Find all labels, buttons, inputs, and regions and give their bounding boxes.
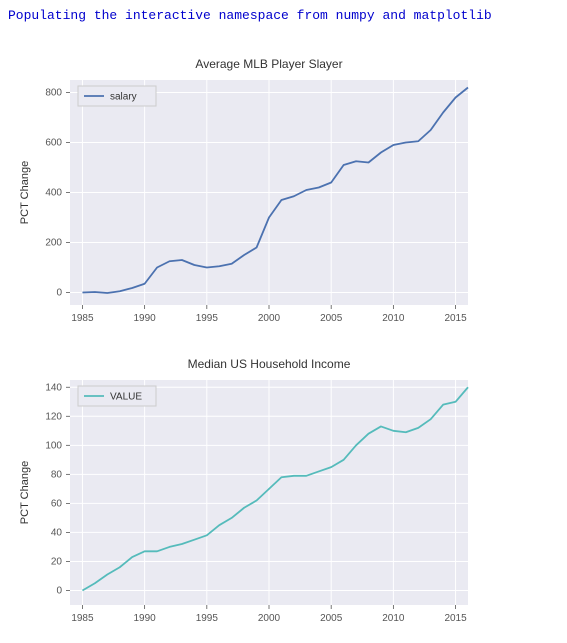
console-output: Populating the interactive namespace fro… (8, 8, 559, 23)
y-tick-label: 60 (51, 498, 63, 509)
y-tick-label: 0 (56, 585, 62, 596)
x-tick-label: 2010 (382, 613, 405, 624)
x-tick-label: 1995 (196, 613, 219, 624)
x-tick-label: 1995 (196, 313, 219, 324)
chart-title: Median US Household Income (188, 357, 351, 371)
x-tick-label: 2000 (258, 313, 281, 324)
x-tick-label: 2010 (382, 313, 405, 324)
x-tick-label: 2005 (320, 613, 343, 624)
y-axis-label: PCT Change (19, 161, 31, 224)
x-tick-label: 1990 (134, 313, 157, 324)
x-tick-label: 2015 (444, 313, 467, 324)
x-tick-label: 2005 (320, 313, 343, 324)
legend-label: VALUE (110, 392, 142, 403)
x-tick-label: 2015 (444, 613, 467, 624)
y-axis-label: PCT Change (19, 461, 31, 524)
x-tick-label: 1990 (134, 613, 157, 624)
figure-svg: 1985199019952000200520102015020040060080… (8, 35, 508, 635)
legend-label: salary (110, 92, 137, 103)
y-tick-label: 40 (51, 527, 63, 538)
chart-title: Average MLB Player Slayer (195, 57, 342, 71)
y-tick-label: 140 (45, 382, 62, 393)
y-tick-label: 80 (51, 469, 63, 480)
x-tick-label: 2000 (258, 613, 281, 624)
y-tick-label: 600 (45, 138, 62, 149)
y-tick-label: 120 (45, 411, 62, 422)
y-tick-label: 100 (45, 440, 62, 451)
x-tick-label: 1985 (71, 613, 94, 624)
x-tick-label: 1985 (71, 313, 94, 324)
y-tick-label: 400 (45, 188, 62, 199)
y-tick-label: 20 (51, 556, 63, 567)
y-tick-label: 200 (45, 238, 62, 249)
y-tick-label: 800 (45, 88, 62, 99)
figure-container: 1985199019952000200520102015020040060080… (8, 35, 559, 635)
y-tick-label: 0 (56, 288, 62, 299)
